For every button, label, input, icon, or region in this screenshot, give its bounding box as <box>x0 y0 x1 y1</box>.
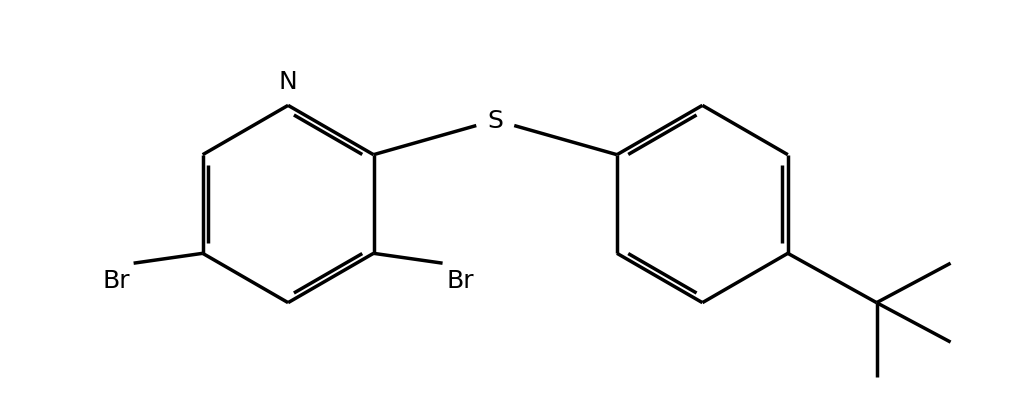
Text: N: N <box>279 70 298 93</box>
Text: Br: Br <box>102 268 129 292</box>
Text: Br: Br <box>446 268 474 292</box>
Text: S: S <box>487 109 503 133</box>
